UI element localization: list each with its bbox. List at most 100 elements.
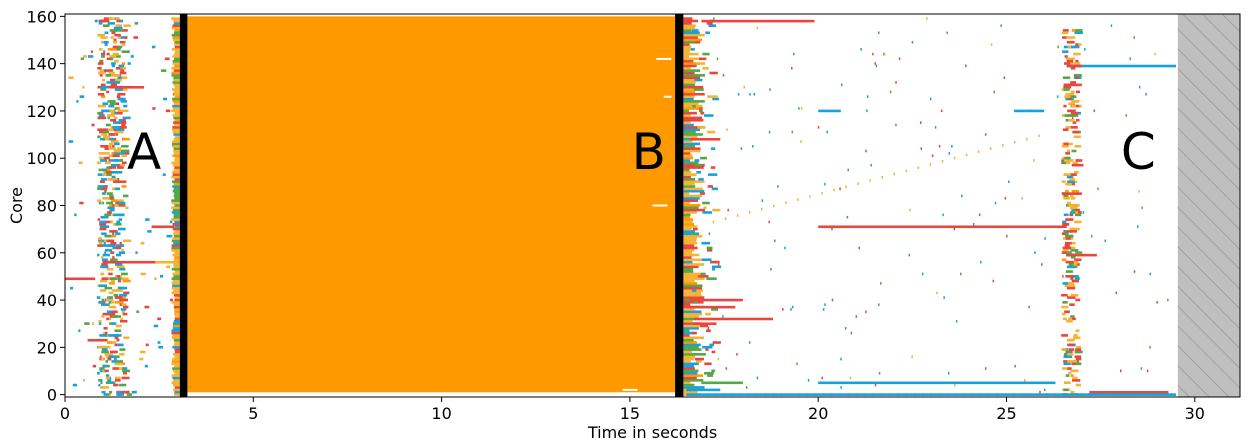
phase-c-task: [1064, 194, 1069, 198]
phase-a-task: [123, 336, 130, 340]
phase-c-task: [1063, 317, 1067, 321]
phase-a-task: [108, 71, 115, 75]
phase-c-task: [1070, 66, 1076, 70]
idle-task: [790, 308, 792, 311]
phase-a-task: [119, 71, 127, 75]
phase-a-task: [103, 393, 109, 396]
phase-a-task: [117, 279, 121, 283]
phase-b-task: [703, 206, 707, 210]
phase-c-task: [1073, 114, 1079, 117]
phase-c-task: [1068, 348, 1075, 351]
phase-b-task: [683, 383, 695, 387]
baseline-dot: [764, 393, 767, 396]
idle-task: [768, 220, 770, 224]
phase-b-task: [683, 334, 690, 337]
phase-a-task: [106, 201, 114, 205]
phase-a-task: [119, 19, 124, 23]
phase-a-task: [98, 319, 102, 323]
phase-a-task: [100, 144, 108, 148]
phase-b-task: [683, 343, 701, 347]
phase-a-edge-task: [174, 310, 180, 314]
phase-a-edge-task: [172, 237, 180, 240]
idle-task: [866, 95, 869, 98]
phase-c-task: [1066, 149, 1071, 153]
y-tick-label: 120: [26, 102, 57, 121]
phase-a-task: [106, 57, 114, 61]
phase-a-task: [98, 152, 105, 155]
phase-a-task: [105, 376, 110, 380]
idle-task: [953, 383, 956, 387]
phase-a-task: [107, 48, 114, 51]
idle-task: [895, 81, 897, 84]
phase-b-task: [683, 374, 704, 377]
phase-a-task: [115, 133, 119, 136]
phase-a-task: [119, 319, 128, 323]
phase-b-task: [683, 367, 695, 370]
phase-b-task: [683, 38, 703, 42]
phase-a-edge-task: [174, 111, 180, 115]
phase-b-task: [706, 22, 713, 25]
phase-a-task: [124, 36, 128, 39]
phase-a-task: [99, 130, 103, 134]
phase-b-task: [683, 237, 697, 240]
baseline-dot: [913, 393, 916, 396]
x-tick-label: 0: [60, 404, 70, 423]
phase-a-task: [120, 100, 128, 103]
phase-a-task: [110, 241, 117, 245]
phase-a-task: [98, 239, 102, 243]
phase-c-task: [1074, 220, 1082, 224]
idle-task: [936, 291, 938, 295]
phase-a-edge-task: [172, 367, 180, 370]
phase-a-task: [121, 310, 125, 314]
phase-b-task: [683, 168, 690, 172]
phase-b-task: [683, 291, 702, 295]
phase-a-task: [100, 244, 103, 247]
phase-c-task: [1066, 350, 1072, 354]
phase-b-task: [683, 159, 690, 162]
idle-task: [722, 74, 725, 77]
phase-a-edge-task: [172, 59, 180, 63]
phase-a-task: [115, 376, 121, 380]
phase-a-edge-task: [173, 232, 180, 236]
phase-b-task: [683, 81, 696, 84]
phase-a-edge-task: [171, 17, 180, 20]
phase-a-task: [101, 386, 109, 389]
segment-red: [1066, 64, 1082, 68]
phase-b-task: [695, 62, 706, 65]
phase-a-task: [102, 312, 111, 316]
phase-c-task: [1068, 97, 1072, 101]
phase-a-task: [99, 225, 106, 228]
phase-a-edge-task: [172, 322, 180, 325]
phase-c-task: [1066, 173, 1073, 176]
phase-a-task: [111, 152, 119, 155]
idle-task: [1033, 159, 1035, 162]
phase-a-edge-task: [171, 282, 180, 285]
baseline-dot: [905, 393, 908, 396]
phase-b-task: [683, 64, 697, 68]
phase-a-task: [109, 78, 115, 82]
phase-a-edge-task: [172, 327, 180, 330]
phase-b-task: [683, 144, 696, 148]
segment-blue: [818, 109, 841, 113]
phase-b-task: [683, 379, 704, 382]
idle-task: [1057, 45, 1059, 49]
phase-a-task: [101, 298, 105, 302]
phase-a-edge-task: [171, 206, 180, 210]
phase-a-task: [110, 258, 118, 262]
phase-b-task: [706, 329, 711, 332]
baseline-dot: [1005, 393, 1007, 396]
phase-a-edge-task: [173, 83, 180, 87]
baseline-dot: [715, 393, 717, 396]
phase-b-task: [683, 317, 698, 321]
phase-a-edge-task: [172, 383, 180, 387]
phase-b-task: [700, 111, 705, 115]
phase-c-task: [1070, 369, 1079, 373]
phase-a-task: [140, 272, 146, 276]
idle-task: [1149, 345, 1151, 349]
baseline-dot: [1120, 393, 1123, 396]
baseline-dot: [1021, 393, 1024, 396]
phase-c-task: [1071, 204, 1080, 207]
phase-b-task: [683, 260, 693, 264]
phase-a-task: [166, 265, 171, 269]
idle-task: [745, 386, 748, 389]
